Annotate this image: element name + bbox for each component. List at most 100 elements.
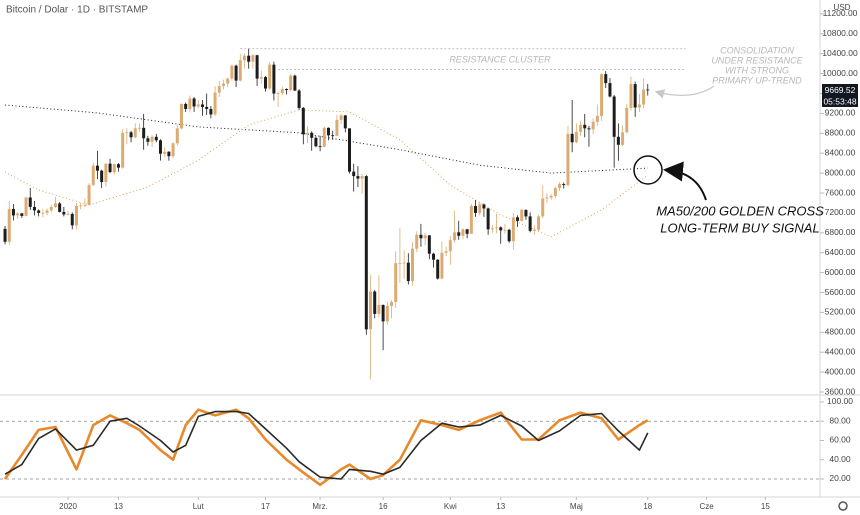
candle-body [646, 89, 650, 91]
x-tick-label: Cze [699, 502, 714, 511]
candle-body [444, 251, 448, 253]
annotation: CONSOLIDATION [720, 45, 794, 55]
candle-body [205, 106, 209, 109]
candle-body [465, 229, 469, 234]
candle-body [339, 115, 343, 120]
candle-body [276, 93, 280, 94]
candle-body [125, 132, 129, 134]
candle-body [385, 305, 389, 322]
candle-body [154, 136, 158, 141]
candle-body [516, 217, 520, 221]
candle-body [528, 216, 532, 231]
y-tick-label: 6000.00 [825, 267, 856, 277]
candle-body [562, 184, 566, 186]
candle-body [604, 74, 608, 84]
candle-body [301, 107, 305, 135]
candle-body [377, 304, 381, 314]
candle-body [49, 206, 53, 211]
annotation: LONG-TERM BUY SIGNAL [660, 220, 819, 235]
candle-body [62, 211, 66, 215]
candle-body [230, 65, 234, 79]
candle-body [637, 104, 641, 108]
candle-body [583, 124, 587, 129]
annotation: RESISTANCE CLUSTER [449, 54, 551, 64]
x-tick-label: 17 [261, 502, 270, 511]
candle-body [24, 197, 28, 216]
candle-body [436, 259, 440, 279]
candle-body [133, 128, 137, 138]
candle-body [171, 143, 175, 157]
candle-body [411, 248, 415, 282]
y-tick-label: 40.00 [829, 454, 851, 464]
candle-body [20, 213, 24, 216]
candle-body [352, 171, 356, 177]
candle-body [3, 228, 7, 242]
candle-body [234, 65, 238, 81]
candle-body [629, 84, 633, 108]
candle-body [495, 227, 499, 229]
candle-body [306, 132, 309, 135]
candle-body [79, 205, 83, 207]
candle-body [423, 235, 427, 239]
candle-body [469, 205, 473, 234]
candle-body [175, 128, 179, 144]
candle-body [192, 98, 196, 107]
candle-body [95, 165, 99, 171]
candle-body [196, 104, 200, 107]
candle-body [532, 229, 536, 231]
candle-body [616, 136, 620, 145]
chart-title: Bitcoin / Dolar · 1D · BITSTAMP [6, 5, 148, 16]
y-tick-label: 20.00 [829, 473, 851, 483]
arrow [654, 85, 715, 99]
y-tick-label: 10800.00 [822, 28, 858, 38]
last-price: 9669.52 [825, 85, 856, 95]
candle-body [116, 164, 120, 168]
candle-body [7, 208, 11, 242]
candle-body [188, 98, 192, 109]
candle-body [100, 170, 104, 183]
y-tick-label: 10000.00 [822, 68, 858, 78]
y-tick-label: 80.00 [829, 415, 851, 425]
candle-body [415, 234, 419, 249]
candle-body [322, 127, 326, 147]
candle-body [310, 132, 314, 138]
settings-icon[interactable] [838, 501, 848, 511]
x-tick-label: Kwi [444, 502, 457, 511]
candle-body [91, 165, 95, 186]
y-tick-label: 60.00 [829, 435, 851, 445]
highlight-circle [633, 155, 663, 185]
candle-body [343, 115, 347, 129]
candle-body [486, 208, 490, 230]
candle-body [146, 138, 150, 142]
candle-body [402, 262, 406, 264]
y-tick-label: 4800.00 [825, 327, 856, 337]
candle-body [335, 119, 339, 136]
candle-body [461, 229, 465, 236]
x-tick-label: 13 [496, 502, 505, 511]
axis-label: USD [834, 3, 851, 12]
candle-body [511, 217, 515, 242]
candle-body [591, 121, 595, 130]
candle-body [553, 188, 557, 197]
candle-body [247, 55, 251, 62]
candle-body [179, 103, 183, 129]
candle-body [268, 64, 272, 89]
candle-body [217, 86, 221, 93]
x-tick-label: 16 [379, 502, 388, 511]
x-tick-label: 15 [761, 502, 770, 511]
candle-body [289, 75, 293, 91]
x-tick-label: 13 [114, 502, 123, 511]
candle-body [251, 55, 255, 62]
candle-body [457, 232, 461, 236]
x-tick-label: Mrz. [312, 502, 328, 511]
candle-body [41, 212, 45, 214]
candle-body [137, 127, 141, 129]
candle-body [226, 78, 230, 84]
price-label-box [822, 84, 858, 96]
candle-body [104, 163, 108, 183]
candle-body [390, 301, 394, 306]
candle-body [158, 140, 162, 154]
candle-body [297, 90, 301, 108]
price-panel: 3600.00 4000.00 4400.00 4800.00 5200.00 5600.… [3, 8, 858, 511]
